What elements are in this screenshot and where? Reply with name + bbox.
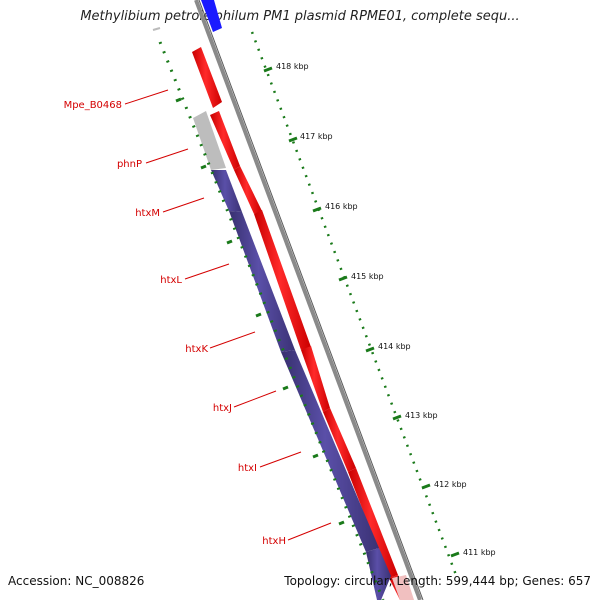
- tick-labels: 418 kbp 417 kbp 416 kbp 415 kbp 414 kbp …: [276, 62, 496, 557]
- bottom-feature: [392, 575, 414, 600]
- leader-line: [209, 331, 256, 349]
- gene-label-htxm: htxM: [135, 208, 160, 219]
- reverse-strand-genes: [211, 170, 391, 600]
- gene-labels: Mpe_B0468 phnP htxM htxL htxK htxJ htxI …: [64, 100, 286, 547]
- gene-feature: [301, 346, 330, 412]
- gene-label-htxk: htxK: [185, 344, 208, 355]
- tick-label: 418 kbp: [276, 62, 309, 71]
- outer-major-ticks: [263, 66, 460, 558]
- tick-mark: [282, 385, 289, 391]
- tick-mark: [255, 312, 262, 318]
- tick-mark: [338, 520, 345, 526]
- gene-label-phnp: phnP: [117, 159, 142, 170]
- map-title: Methylibium petroleiphilum PM1 plasmid R…: [80, 9, 520, 24]
- tick-mark: [263, 66, 273, 73]
- tick-mark: [226, 239, 233, 245]
- tick-label: 417 kbp: [300, 132, 333, 141]
- forward-strand-genes: [192, 47, 412, 600]
- gene-label-htxi: htxI: [238, 463, 257, 474]
- leader-line: [124, 89, 169, 105]
- leader-line: [145, 148, 189, 164]
- gene-feature: [281, 350, 379, 552]
- leader-line: [287, 522, 332, 541]
- inner-backbone-fragment: [152, 27, 161, 31]
- tick-mark: [200, 164, 207, 170]
- tick-label: 412 kbp: [434, 480, 467, 489]
- gene-feature: [254, 210, 311, 350]
- gene-feature: [366, 548, 391, 600]
- tick-label: 415 kbp: [351, 272, 384, 281]
- tick-label: 414 kbp: [378, 342, 411, 351]
- gene-feature: [210, 111, 240, 170]
- gene-label-htxh: htxH: [262, 536, 286, 547]
- summary-text: Topology: circular; Length: 599,444 bp; …: [284, 574, 591, 588]
- gene-label-htxl: htxL: [160, 275, 182, 286]
- gene-feature: [211, 170, 242, 212]
- tick-mark: [365, 346, 375, 353]
- tick-label: 411 kbp: [463, 548, 496, 557]
- inner-major-ticks: [175, 97, 345, 526]
- tick-mark: [421, 483, 431, 490]
- tick-mark: [312, 206, 322, 213]
- gene-label-htxj: htxJ: [213, 403, 232, 414]
- tick-label: 416 kbp: [325, 202, 358, 211]
- gene-feature: [234, 166, 262, 214]
- tick-mark: [392, 414, 402, 421]
- tick-label: 413 kbp: [405, 411, 438, 420]
- backbone-line: [194, 0, 422, 600]
- tick-mark: [450, 551, 460, 558]
- tick-mark: [338, 275, 348, 282]
- backbone-line-shadow: [198, 0, 424, 600]
- inner-tick-track: [158, 41, 385, 600]
- gene-feature: [348, 468, 398, 578]
- gene-feature: [229, 211, 295, 352]
- leader-line: [233, 390, 277, 408]
- other-feature: [193, 111, 226, 170]
- label-leaders: [124, 89, 332, 541]
- gene-label-mpe-b0468: Mpe_B0468: [64, 100, 122, 111]
- leader-line: [162, 197, 205, 213]
- gene-feature: [323, 408, 356, 472]
- tick-mark: [175, 97, 182, 103]
- accession-text: Accession: NC_008826: [8, 574, 145, 588]
- tick-mark: [288, 136, 298, 143]
- leader-line: [184, 263, 230, 280]
- gene-feature: [192, 47, 222, 108]
- leader-line: [259, 451, 302, 468]
- tick-mark: [312, 453, 319, 459]
- top-feature: [201, 0, 222, 32]
